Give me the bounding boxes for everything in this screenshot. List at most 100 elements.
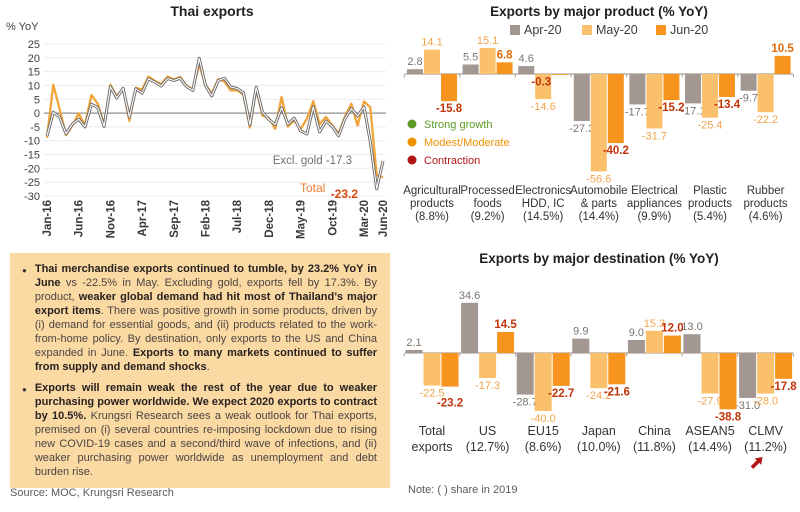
category-label: Electronics [515,185,571,197]
y-tick-label: 20 [28,53,40,65]
category-label: ASEAN5 [685,424,734,438]
bar-jun-20-cat2 [552,74,569,75]
x-tick-label: Oct-19 [327,200,339,236]
bar-may-20-cat3 [590,353,608,389]
category-label: Automobile [570,185,628,197]
category-label: (10.0%) [577,440,621,454]
x-tick-label: Jun-16 [74,200,86,237]
value-label-may-20: -40.0 [531,413,556,425]
note-caption: Note: ( ) share in 2019 [408,484,518,496]
bar-may-20-cat0 [424,49,440,74]
category-label: (5.4%) [693,211,727,223]
bar-may-20-cat5 [702,74,718,118]
category-label: EU15 [528,424,559,438]
bullet-text: Thai merchandise exports continued to tu… [35,263,377,375]
bar-jun-20-cat5 [719,353,737,410]
bullet-text: Exports will remain weak the rest of the… [35,382,377,480]
y-tick-label: -20 [24,163,40,175]
bar-apr-20-cat1 [461,302,479,353]
value-label-jun-20: 14.5 [494,319,517,331]
value-label-jun-20: -15.2 [658,102,684,114]
bar-jun-20-cat4 [663,74,680,101]
value-label-jun-20: -15.8 [436,103,463,115]
status-legend-label: Modest/Moderate [424,137,510,149]
x-tick-label: Dec-18 [264,199,276,237]
bar-apr-20-cat2 [516,353,534,395]
bar-apr-20-cat5 [685,74,701,104]
y-tick-label: 25 [28,39,40,51]
status-dot-icon [407,119,417,129]
bar-jun-20-cat1 [496,62,513,74]
source-caption: Source: MOC, Krungsri Research [10,487,174,499]
y-tick-label: -30 [24,191,40,203]
category-label: (9.2%) [471,211,505,223]
commentary-box: ● Thai merchandise exports continued to t… [10,253,390,488]
bar-apr-20-cat5 [683,334,701,353]
value-label-may-20: -31.7 [642,131,667,143]
value-label-jun-20: -38.8 [715,411,742,423]
category-label: (14.4%) [688,440,732,454]
value-label-may-20: 14.1 [421,37,442,49]
bullet-item: ● Thai merchandise exports continued to t… [22,263,377,375]
x-tick-label: May-19 [296,200,308,239]
category-label: (12.7%) [466,440,510,454]
line-chart-title: Thai exports [170,3,253,19]
category-label: products [410,198,454,210]
status-dot-icon [407,137,417,147]
category-label: Electrical [631,185,678,197]
y-tick-label: 0 [34,108,40,120]
y-tick-label: -15 [24,150,40,162]
value-label-may-20: 15.1 [477,35,498,47]
category-label: Processed [460,185,514,197]
category-label: appliances [627,198,682,210]
status-legend-label: Contraction [424,155,480,167]
value-label-jun-20: -0.3 [531,77,551,89]
category-label: (11.2%) [744,440,787,454]
bar-apr-20-cat4 [629,74,646,105]
bar-jun-20-cat3 [607,74,624,144]
red-up-arrow-icon [750,457,763,469]
value-label-jun-20: -17.8 [770,381,797,393]
category-label: CLMV [748,424,783,438]
value-label-apr-20: 13.0 [681,321,702,333]
value-label-jun-20: -40.2 [603,145,629,157]
bar-may-20-cat1 [479,48,496,74]
value-label-apr-20: -31.0 [735,400,760,412]
category-label: Rubber [747,185,785,197]
line-excl-gold-core [46,57,384,190]
category-label: US [479,424,496,438]
category-label: (8.8%) [415,211,449,223]
value-label-apr-20: 34.6 [459,290,480,302]
total-annotation: Total -23.2 [300,181,358,201]
y-tick-label: 10 [28,80,40,92]
bar-apr-20-cat4 [627,340,645,353]
bar-jun-20-cat3 [608,353,626,385]
value-label-jun-20: -22.7 [548,388,574,400]
x-tick-label: Nov-16 [105,200,117,238]
category-label: HDD, IC [522,198,565,210]
bar-apr-20-cat0 [407,69,423,74]
category-label: (8.6%) [525,440,562,454]
bar-jun-20-cat0 [441,353,459,387]
bullet-text-regular: . There was positive growth in some prod… [34,304,377,359]
exports-by-product-chart: Exports by major product (% YoY) Apr-20 Ma… [403,4,794,223]
bullet-icon: ● [22,266,27,275]
excl-gold-annotation: Excl. gold -17.3 [273,155,352,167]
status-dot-icon [407,155,417,165]
bar-may-20-cat0 [423,353,441,386]
value-label-apr-20: 9.0 [629,327,644,339]
bar-jun-20-cat1 [497,332,515,353]
bar-may-20-cat6 [757,353,775,394]
legend-label: Apr-20 [524,23,562,37]
value-label-jun-20: -13.4 [714,99,741,111]
legend-label: May-20 [596,23,638,37]
category-label: (9.9%) [637,211,671,223]
category-label: China [638,424,671,438]
y-tick-label: -25 [24,177,40,189]
x-tick-label: Jul-18 [232,199,244,233]
bullet-text-regular: Krungsri Research sees a weak outlook fo… [34,409,377,478]
bar-may-20-cat5 [701,353,719,394]
bar-jun-20-cat0 [441,74,457,102]
value-label-may-20: -28.0 [753,396,778,408]
line-excl-gold-outline [45,56,385,191]
